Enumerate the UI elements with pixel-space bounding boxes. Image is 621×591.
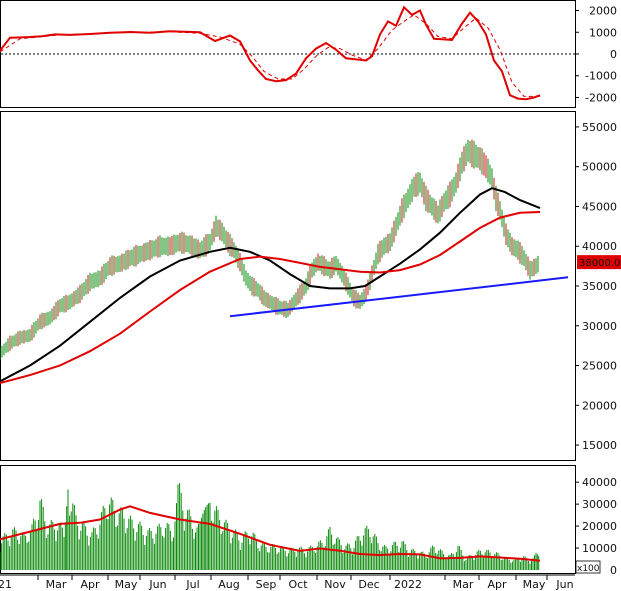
y-tick-label: 15000 [582,439,617,452]
price-panel: 55000 50000 45000 40000 35000 30000 25000 20000… [0,111,621,461]
moving-average-long-line [0,211,541,384]
x-tick-label: 21 [0,578,12,591]
x-tick-label: Nov [324,578,346,591]
x-tick-label: Mar [453,578,474,591]
y-tick-label: 30000 [582,498,617,511]
y-tick-label: 30000 [582,320,617,333]
y-tick-label: 0 [610,564,617,577]
y-tick-label: 20000 [582,520,617,533]
volume-panel: 40000 30000 20000 10000 0 x100 [0,465,617,577]
unit-label: x100 [577,564,600,574]
trendline-line [229,276,569,318]
y-tick-label: 10000 [582,542,617,555]
last-price-badge [577,255,621,270]
y-tick-label: -1000 [585,70,617,83]
x-tick-label: May [115,578,138,591]
y-tick-label: 2000 [589,5,617,18]
x-tick-label: Jun [148,578,166,591]
moving-average-short-line [0,187,541,383]
x-tick-label: Sep [256,578,277,591]
x-axis: 21 Mar Apr May Jun Jul Aug Sep Oct Nov Dec 2022 Mar A… [0,574,575,591]
y-tick-label: 35000 [582,280,617,293]
x-tick-label: Apr [80,578,100,591]
y-tick-label: 20000 [582,399,617,412]
x-tick-label: Jul [185,578,199,591]
x-tick-label: Mar [46,578,67,591]
x-tick-label: Jun [555,578,573,591]
volume-average-line [0,505,541,562]
unit-label-box [575,560,601,574]
x-tick-label: May [523,578,546,591]
panel-frame [0,465,576,574]
oscillator-panel: 2000 1000 0 -1000 -2000 [0,0,617,108]
y-tick-label: 25000 [582,360,617,373]
signal-line [0,14,540,97]
y-tick-label: -2000 [585,91,617,104]
y-tick-label: 45000 [582,200,617,213]
y-tick-label: 50000 [582,161,617,174]
x-tick-label: Oct [288,578,308,591]
y-tick-label: 0 [610,48,617,61]
y-tick-label: 40000 [582,240,617,253]
y-tick-label: 55000 [582,121,617,134]
oscillator-line [0,5,541,101]
y-tick-label: 1000 [589,26,617,39]
x-tick-label: Apr [487,578,507,591]
last-price-label: 38000.00 [579,258,621,269]
x-tick-label: Dec [358,578,379,591]
x-tick-label: Aug [218,578,239,591]
x-tick-label: 2022 [394,578,422,591]
y-tick-label: 40000 [582,476,617,489]
